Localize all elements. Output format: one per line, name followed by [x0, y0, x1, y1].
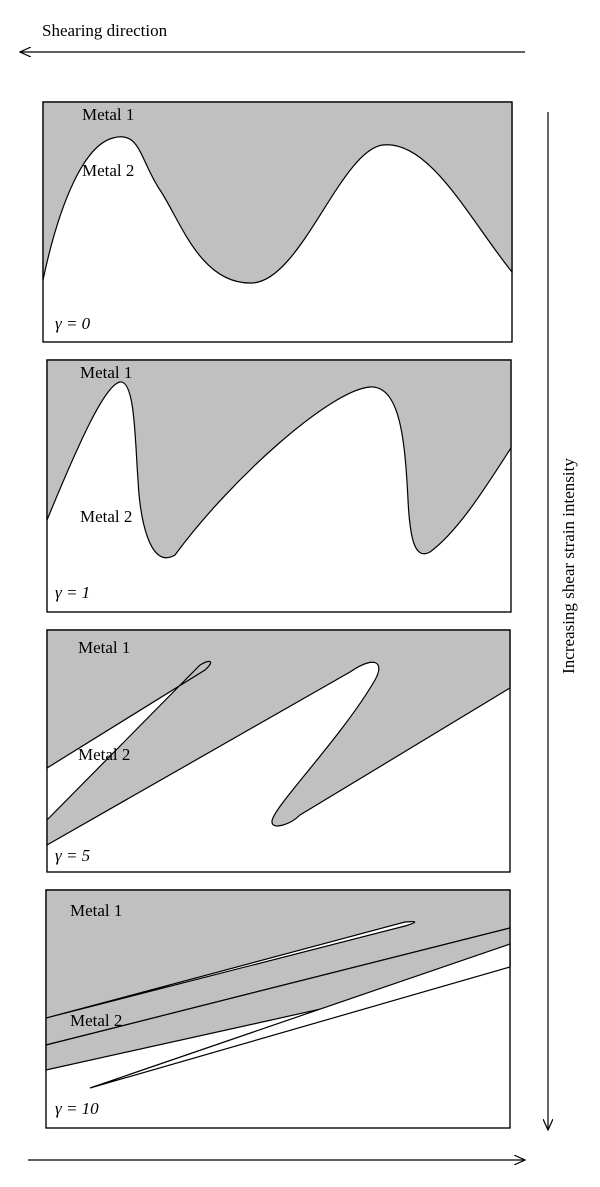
panel-border: [46, 359, 512, 613]
panel: Metal 1 Metal 2 γ = 0: [42, 101, 513, 343]
panel-border: [45, 889, 511, 1129]
panel-border: [42, 101, 513, 343]
strain-label: Increasing shear strain intensity: [559, 458, 578, 674]
metal-1-label: Metal 1: [70, 901, 122, 920]
metal-2-label: Metal 2: [80, 507, 132, 526]
panel: Metal 1 Metal 2 γ = 10: [45, 889, 511, 1129]
strain-value: γ = 5: [55, 846, 90, 865]
metal-1-label: Metal 1: [82, 105, 134, 124]
panel-border: [46, 629, 511, 873]
metal-2-label: Metal 2: [70, 1011, 122, 1030]
strain-value: γ = 0: [55, 314, 91, 333]
metal-1-label: Metal 1: [78, 638, 130, 657]
shear-title: Shearing direction: [42, 21, 168, 40]
panel: Metal 1 Metal 2 γ = 1: [46, 359, 512, 613]
metal-1-label: Metal 1: [80, 363, 132, 382]
strain-value: γ = 1: [55, 583, 90, 602]
metal-1-region: [46, 359, 512, 559]
metal-2-label: Metal 2: [82, 161, 134, 180]
strain-value: γ = 10: [55, 1099, 99, 1118]
metal-1-region: [46, 629, 511, 847]
metal-1-region: [42, 101, 513, 284]
metal-2-label: Metal 2: [78, 745, 130, 764]
panel: Metal 1 Metal 2 γ = 5: [46, 629, 511, 873]
